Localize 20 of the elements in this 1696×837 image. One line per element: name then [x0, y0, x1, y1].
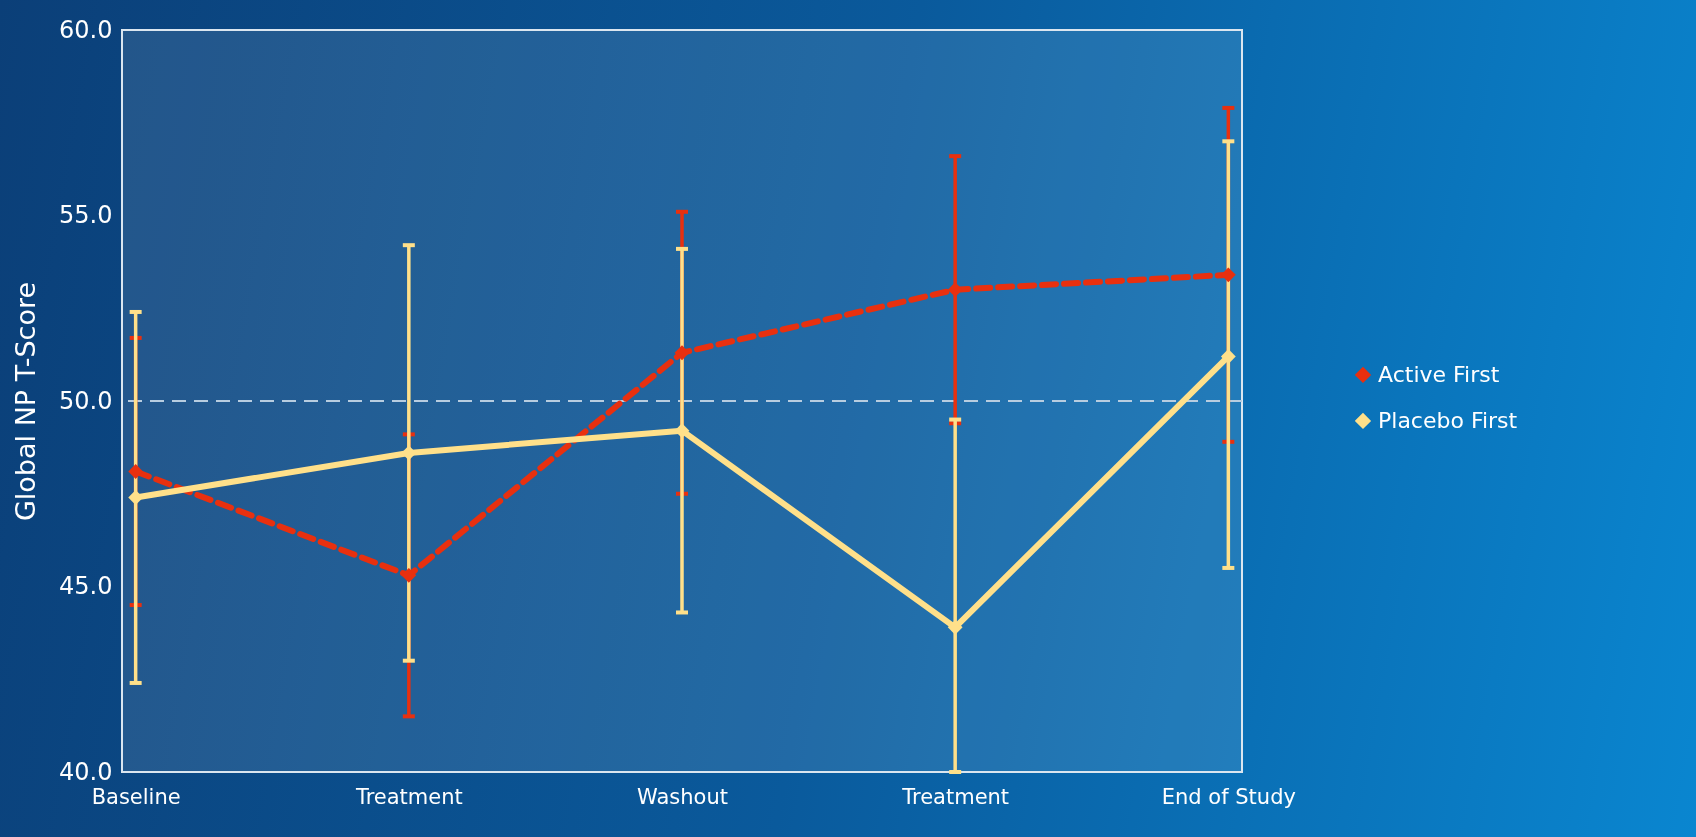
y-tick-label: 50.0 — [59, 386, 113, 415]
point — [401, 567, 417, 583]
legend-label: Placebo First — [1378, 407, 1518, 433]
y-tick-label: 60.0 — [59, 15, 113, 44]
x-tick-label: End of Study — [1161, 784, 1296, 809]
x-tick-label: Washout — [637, 784, 728, 809]
y-tick-label: 45.0 — [59, 572, 113, 600]
point — [128, 490, 144, 505]
x-tick-label: Treatment — [354, 784, 463, 809]
legend-label: Active First — [1378, 361, 1500, 387]
point — [1220, 349, 1236, 364]
y-axis-title: Global NP T-Score — [10, 281, 42, 522]
point — [128, 464, 144, 479]
y-tick-label: 40.0 — [59, 757, 113, 786]
point — [674, 423, 690, 439]
point — [674, 345, 690, 361]
point — [947, 619, 963, 635]
y-tick-label: 55.0 — [59, 201, 113, 229]
x-tick-label: Baseline — [91, 784, 181, 809]
x-tick-label: Treatment — [901, 784, 1010, 809]
